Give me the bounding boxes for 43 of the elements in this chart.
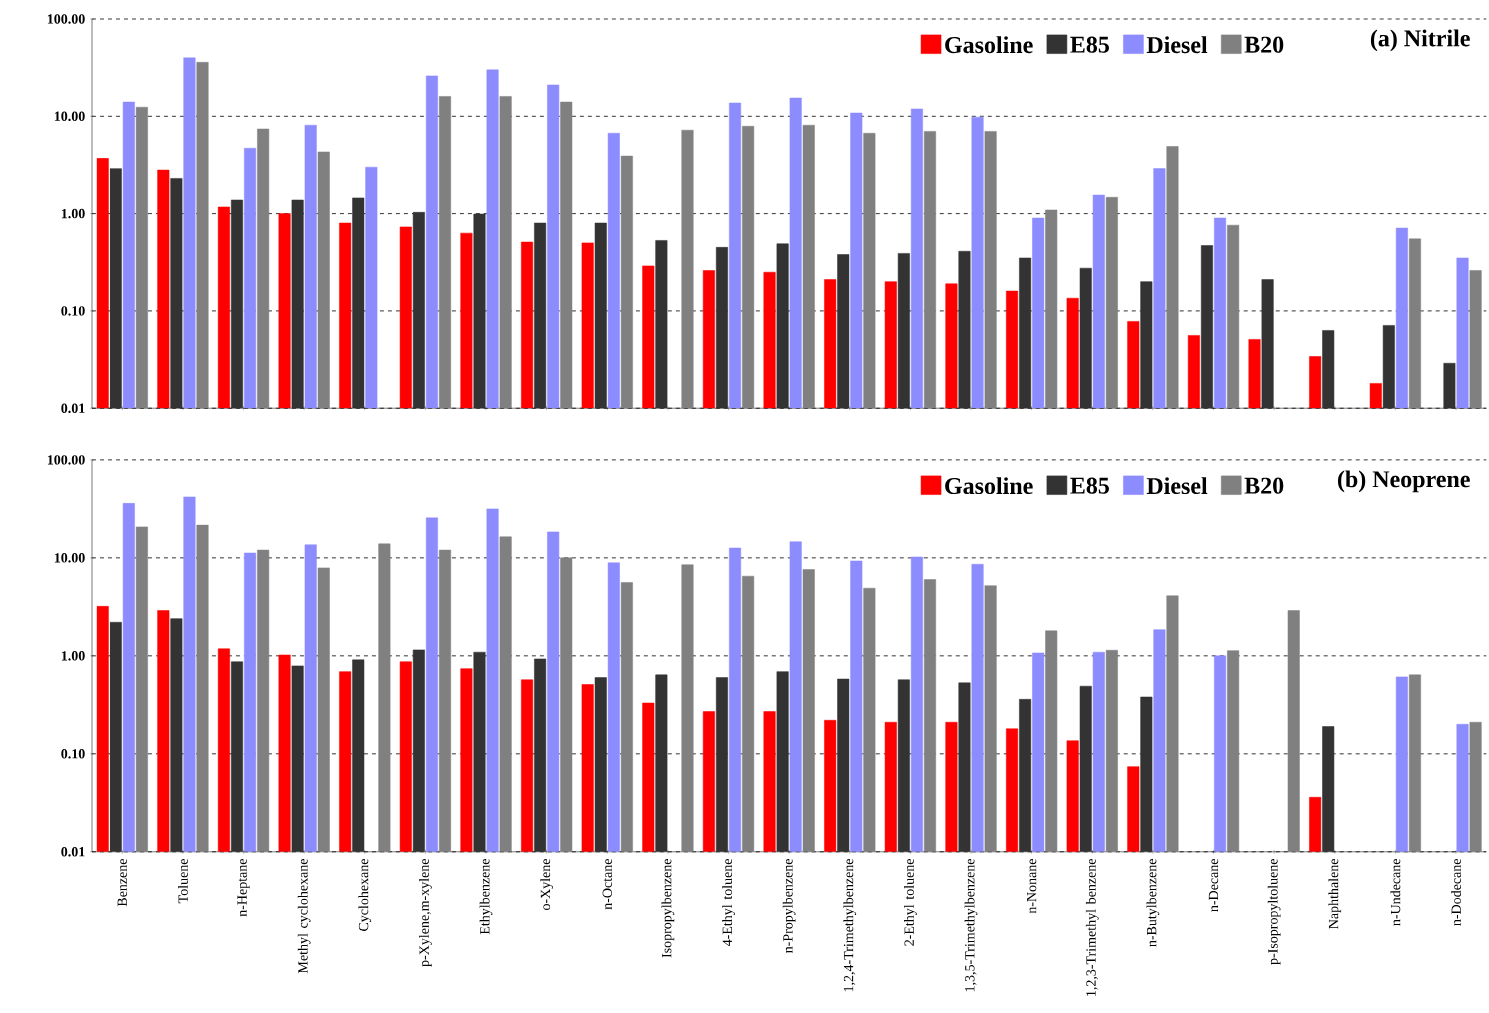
x-tick-label: n-Decane [1208,858,1219,912]
y-tick-label: 100.00 [47,14,85,24]
x-tick-label: p-Xylene,m-xylene [419,858,432,967]
x-tick-label: n-Dodecane [1451,858,1461,926]
x-tick-label: Cyclohexane [358,858,372,931]
x-tick-label: Benzene [117,858,127,907]
x-tick-label: n-Undecane [1390,858,1401,926]
legend-label: Gasoline [945,36,1033,54]
y-tick-label: 0.10 [61,749,85,759]
chart-title: (a) Nitrile [1370,29,1470,52]
x-tick-label: n-Propylbenzene [782,858,796,953]
x-tick-label: Ethylbenzene [479,858,493,935]
y-tick-label: 10.00 [54,111,85,121]
x-tick-label: n-Heptane [237,858,250,917]
x-tick-label: n-Butylbenzene [1146,858,1160,947]
y-tick-label: 0.01 [61,847,85,857]
y-tick-label: 0.10 [61,306,85,316]
x-tick-label: 1,2,3-Trimethyl benzene [1085,858,1099,996]
legend-label: Gasoline [945,477,1033,495]
x-tick-label: 1,3,5-Trimethylbenzene [964,858,978,992]
x-tick-label: 4-Ethyl toluene [722,858,735,947]
legend-label: B20 [1244,36,1284,53]
legend-label: E85 [1070,477,1109,494]
y-tick-label: 1.00 [61,208,85,219]
x-tick-label: Naphthalene [1328,858,1342,929]
y-tick-label: 1.00 [61,651,85,661]
x-tick-label: o-Xylene [540,858,554,911]
x-tick-label: Toluene [178,858,188,904]
y-tick-label: 100.00 [47,455,85,465]
x-tick-label: p-Isopropyltoluene [1267,858,1281,965]
x-tick-label: 1,2,4-Trimethylbenzene [843,858,857,992]
y-tick-label: 10.00 [54,553,85,563]
x-tick-label: 2-Ethyl toluene [904,858,917,946]
legend-label: E85 [1070,36,1109,53]
y-tick-label: 0.01 [61,403,85,413]
x-tick-label: Methyl cyclohexane [297,858,311,974]
chart-title: (b) Neoprene [1337,470,1470,493]
x-tick-label: Isopropylbenzene [661,858,675,958]
x-tick-label: n-Octane [602,858,612,910]
x-tick-label: n-Nonane [1027,858,1037,914]
legend-label: B20 [1244,477,1284,494]
legend-label: Diesel [1146,36,1208,54]
legend-label: Diesel [1146,477,1208,495]
